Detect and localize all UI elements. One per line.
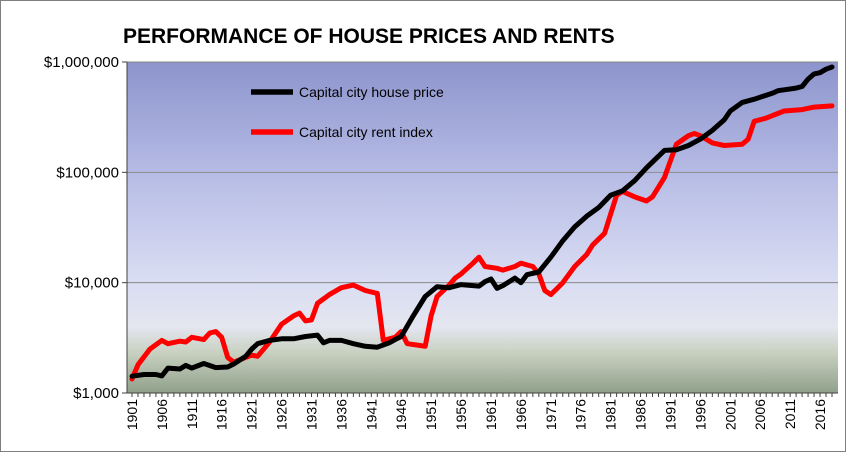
x-tick-label: 1981 xyxy=(603,399,619,430)
x-tick-label: 1966 xyxy=(513,399,529,430)
x-tick-label: 1991 xyxy=(662,399,678,430)
x-tick-label: 1901 xyxy=(124,399,140,430)
x-tick-label: 1916 xyxy=(214,399,230,430)
series-line-rent-index xyxy=(129,103,835,382)
x-tick-label: 2001 xyxy=(722,399,738,430)
x-tick-label: 1986 xyxy=(633,399,649,430)
x-tick-label: 2006 xyxy=(752,399,768,430)
x-tick-label: 1906 xyxy=(154,399,170,430)
x-tick-label: 1921 xyxy=(244,399,260,430)
x-tick-label: 1971 xyxy=(543,399,559,430)
chart-title: PERFORMANCE OF HOUSE PRICES AND RENTS xyxy=(123,25,615,48)
x-tick-label: 1956 xyxy=(453,399,469,430)
x-tick-label: 1951 xyxy=(423,399,439,430)
x-tick-label: 2011 xyxy=(782,399,798,429)
y-tick-label: $100,000 xyxy=(56,164,119,181)
x-tick-label: 1936 xyxy=(333,399,349,430)
x-tick-label: 1996 xyxy=(692,399,708,430)
y-tick-label: $10,000 xyxy=(65,275,119,292)
x-tick-label: 1941 xyxy=(363,399,379,430)
x-tick-label: 1976 xyxy=(573,399,589,430)
y-tick-label: $1,000,000 xyxy=(44,54,119,71)
x-tick-label: 1911 xyxy=(184,399,200,429)
x-tick-label: 1946 xyxy=(393,399,409,430)
x-tick-label: 1926 xyxy=(274,399,290,430)
x-tick-label: 2016 xyxy=(812,399,828,430)
y-axis: $1,000 $10,000 $100,000 $1,000,000 xyxy=(44,54,128,402)
legend: Capital city house price Capital city re… xyxy=(251,84,444,140)
x-tick-label: 1931 xyxy=(303,399,319,430)
legend-label-rent-index: Capital city rent index xyxy=(299,124,433,140)
x-tick-label: 1961 xyxy=(483,399,499,430)
y-tick-label: $1,000 xyxy=(73,385,119,402)
plot-area xyxy=(127,62,838,393)
series-layer xyxy=(129,64,835,382)
series-line-house-price xyxy=(129,64,835,379)
x-axis: 1901 1906 1911 1916 1921 1926 1931 1936 1941 1946… xyxy=(124,392,838,430)
legend-label-house-price: Capital city house price xyxy=(299,84,444,100)
